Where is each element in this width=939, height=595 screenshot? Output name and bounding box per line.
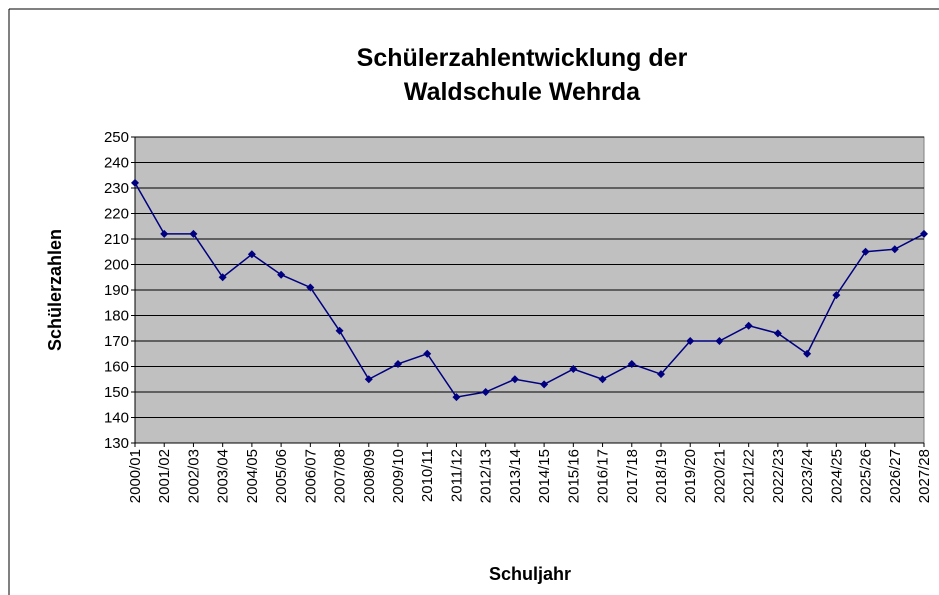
x-tick-label: 2008/09 bbox=[361, 449, 378, 503]
point bbox=[803, 349, 812, 358]
chart-title: Schülerzahlentwicklung der bbox=[357, 44, 688, 72]
x-tick-label: 2017/18 bbox=[624, 449, 641, 503]
point bbox=[277, 270, 286, 279]
x-tick-label: 2011/12 bbox=[448, 449, 465, 502]
y-tick-label: 150 bbox=[104, 384, 129, 401]
point bbox=[160, 229, 169, 238]
x-tick-label: 2018/19 bbox=[653, 449, 670, 503]
point bbox=[773, 329, 782, 338]
point bbox=[861, 247, 870, 256]
point bbox=[890, 245, 899, 254]
x-tick-label: 2015/16 bbox=[565, 449, 582, 503]
x-tick-label: 2004/05 bbox=[244, 449, 261, 503]
point bbox=[131, 178, 139, 187]
y-tick-label: 240 bbox=[104, 155, 129, 172]
y-tick-label: 170 bbox=[104, 333, 129, 350]
y-tick-label: 200 bbox=[104, 257, 129, 274]
point bbox=[715, 337, 724, 345]
x-tick-label: 2022/23 bbox=[770, 449, 787, 503]
x-tick-label: 2013/14 bbox=[507, 449, 524, 503]
y-tick-label: 220 bbox=[104, 206, 129, 223]
x-tick-label: 2020/21 bbox=[711, 449, 728, 503]
point bbox=[540, 380, 549, 389]
x-tick-label: 2009/10 bbox=[390, 449, 407, 503]
x-tick-label: 2023/24 bbox=[799, 449, 816, 503]
point bbox=[247, 250, 256, 259]
y-tick-label: 160 bbox=[104, 359, 129, 376]
x-tick-label: 2010/11 bbox=[419, 449, 436, 502]
x-tick-label: 2019/20 bbox=[682, 449, 699, 503]
point bbox=[657, 370, 665, 379]
y-tick-label: 180 bbox=[104, 308, 129, 325]
point bbox=[686, 337, 695, 345]
point bbox=[744, 321, 753, 330]
y-tick-label: 190 bbox=[104, 282, 129, 299]
x-tick-label: 2026/27 bbox=[887, 449, 904, 503]
point bbox=[452, 393, 461, 402]
y-tick-label: 250 bbox=[104, 129, 129, 146]
point bbox=[510, 375, 519, 384]
point bbox=[598, 375, 607, 384]
point bbox=[306, 283, 315, 292]
y-axis-label: Schülerzahlen bbox=[45, 229, 65, 351]
x-tick-label: 2016/17 bbox=[595, 449, 612, 503]
point bbox=[569, 365, 578, 374]
x-axis-label: Schuljahr bbox=[489, 564, 571, 584]
y-tick-label: 210 bbox=[104, 231, 129, 248]
x-tick-label: 2007/08 bbox=[332, 449, 349, 503]
point bbox=[335, 326, 344, 335]
y-tick-label: 140 bbox=[104, 410, 129, 427]
point bbox=[364, 375, 373, 384]
x-tick-label: 2024/25 bbox=[828, 449, 845, 503]
x-tick-label: 2000/01 bbox=[127, 449, 144, 503]
x-tick-label: 2002/03 bbox=[185, 449, 202, 503]
point bbox=[189, 229, 198, 238]
point bbox=[920, 229, 928, 238]
x-tick-label: 2003/04 bbox=[215, 449, 232, 503]
y-tick-label: 130 bbox=[104, 435, 129, 452]
chart-title: Waldschule Wehrda bbox=[404, 78, 641, 106]
point bbox=[832, 291, 841, 300]
x-tick-label: 2025/26 bbox=[858, 449, 875, 503]
line bbox=[134, 182, 925, 398]
x-tick-label: 2001/02 bbox=[156, 449, 173, 503]
point bbox=[394, 359, 402, 368]
x-tick-label: 2014/15 bbox=[536, 449, 553, 503]
x-tick-label: 2027/28 bbox=[916, 449, 933, 503]
point bbox=[423, 349, 432, 358]
x-tick-label: 2005/06 bbox=[273, 449, 290, 503]
point bbox=[481, 388, 490, 396]
x-tick-label: 2021/22 bbox=[741, 449, 758, 503]
y-tick-label: 230 bbox=[104, 180, 129, 197]
point bbox=[627, 359, 636, 368]
x-tick-label: 2006/07 bbox=[302, 449, 319, 503]
point bbox=[218, 273, 227, 282]
x-tick-label: 2012/13 bbox=[478, 449, 495, 503]
